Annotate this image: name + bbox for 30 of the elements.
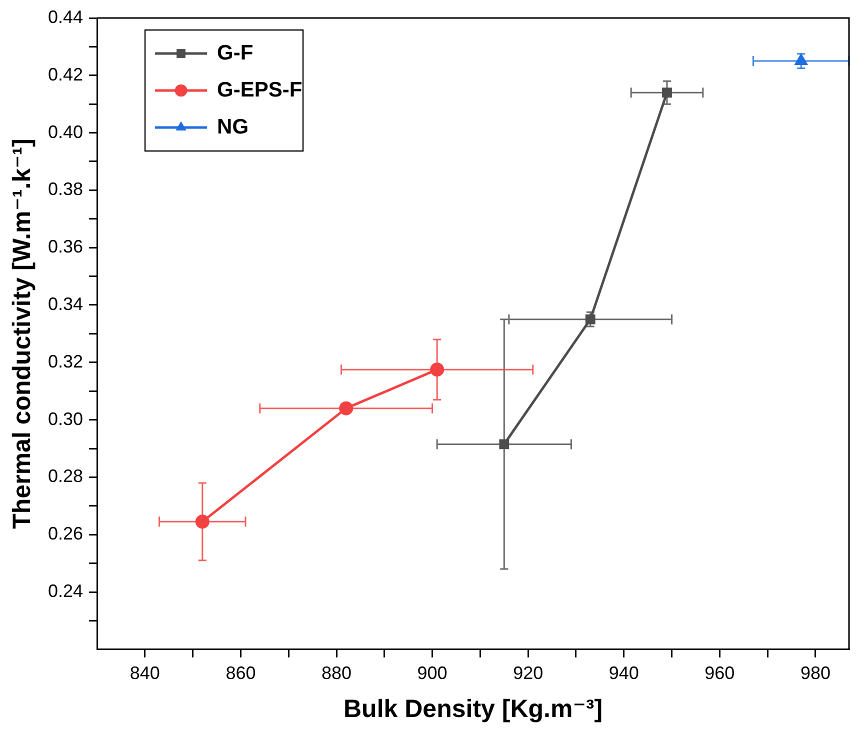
- legend-label: G-F: [217, 41, 254, 64]
- y-axis-title: Thermal conductivity [W.m⁻¹.k⁻¹]: [8, 138, 36, 529]
- y-tick-label: 0.32: [48, 351, 84, 372]
- x-tick-label: 880: [321, 663, 352, 684]
- point: [430, 362, 444, 377]
- y-tick-label: 0.44: [48, 6, 84, 27]
- x-tick-label: 980: [800, 663, 830, 684]
- y-tick-label: 0.26: [48, 524, 84, 544]
- y-tick-label: 0.30: [48, 408, 84, 429]
- legend-label: G-EPS-F: [217, 78, 302, 102]
- point: [585, 314, 596, 324]
- x-axis-title: Bulk Density [Kg.m⁻³]: [343, 694, 603, 723]
- x-tick-label: 920: [513, 663, 544, 684]
- point: [195, 514, 210, 529]
- legend-label: NG: [217, 115, 249, 138]
- x-tick-label: 840: [130, 663, 160, 684]
- y-tick-label: 0.34: [48, 294, 84, 314]
- y-tick-label: 0.36: [48, 236, 84, 257]
- point: [499, 439, 510, 450]
- x-tick-label: 900: [417, 663, 448, 684]
- y-tick-label: 0.42: [48, 64, 84, 84]
- x-tick-label: 960: [704, 663, 735, 684]
- y-tick-label: 0.24: [48, 580, 84, 601]
- x-tick-label: 860: [226, 663, 256, 684]
- y-tick-label: 0.40: [48, 122, 84, 142]
- point: [662, 88, 672, 98]
- x-tick-label: 940: [608, 663, 639, 684]
- point: [339, 401, 354, 416]
- y-tick-label: 0.28: [48, 466, 84, 486]
- y-tick-label: 0.38: [48, 179, 84, 200]
